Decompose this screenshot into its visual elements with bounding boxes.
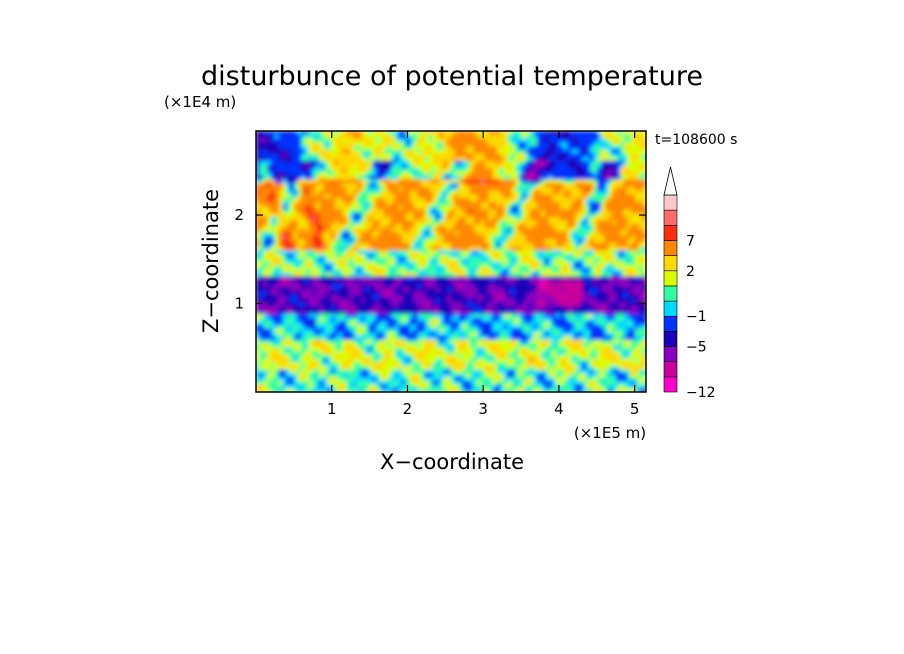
colorbar-swatch: [663, 361, 678, 378]
y-unit-label: (×1E4 m): [164, 93, 236, 111]
colorbar-swatch: [663, 376, 678, 393]
time-label: t=108600 s: [655, 132, 737, 148]
y-axis-ticks: 12: [234, 206, 646, 313]
x-tick-label: 3: [478, 400, 488, 418]
colorbar-tick-label: −1: [686, 309, 707, 325]
colorbar-swatch: [663, 300, 678, 317]
colorbar-extend-arrow: [663, 166, 678, 196]
colorbar-swatch: [663, 270, 678, 287]
y-tick-label: 1: [234, 295, 244, 313]
heatmap-plot-area: [256, 131, 646, 392]
colorbar-tick-label: 2: [686, 264, 695, 280]
colorbar-swatch: [663, 331, 678, 347]
colorbar-swatch: [663, 194, 678, 211]
x-tick-label: 5: [630, 400, 640, 418]
colorbar-swatch: [663, 255, 678, 272]
y-tick-label: 2: [234, 206, 244, 224]
colorbar-tick-label: 7: [686, 233, 695, 249]
x-tick-label: 1: [327, 400, 337, 418]
colorbar-swatch: [663, 315, 678, 332]
colorbar-swatch: [663, 346, 678, 362]
colorbar: −12−5−127: [663, 166, 716, 401]
x-axis-ticks: 1 2 3 4 5: [327, 131, 639, 418]
chart-title: disturbunce of potential temperature: [201, 61, 703, 92]
colorbar-swatch: [663, 240, 678, 256]
x-tick-label: 4: [554, 400, 564, 418]
colorbar-tick-label: −5: [686, 340, 707, 356]
plot-frame: [255, 130, 647, 393]
y-axis-label: Z−coordinate: [199, 189, 223, 333]
colorbar-swatch: [663, 285, 678, 302]
colorbar-swatch: [663, 225, 678, 241]
x-unit-label: (×1E5 m): [574, 424, 646, 442]
x-axis-label: X−coordinate: [380, 450, 524, 474]
x-tick-label: 2: [403, 400, 413, 418]
colorbar-tick-label: −12: [686, 385, 716, 401]
colorbar-swatch: [663, 209, 678, 226]
